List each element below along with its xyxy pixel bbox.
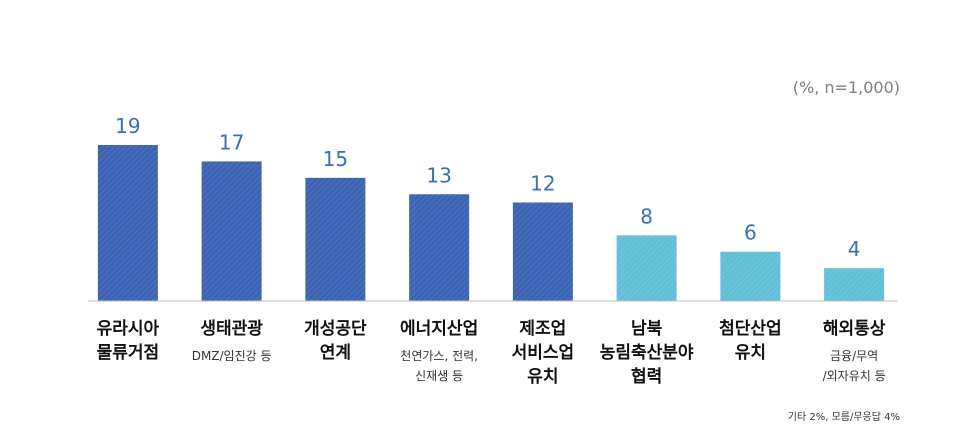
category-label-2-line-1: 생태관광 [200, 319, 263, 339]
category-sublabel-4-line-2: 신재생 등 [415, 369, 463, 383]
footnote: 기타 2%, 모름/무응답 4% [787, 412, 900, 423]
value-label-3: 15 [323, 147, 348, 171]
value-label-5: 12 [530, 171, 555, 195]
bar-texture-2 [201, 161, 262, 301]
value-label-8: 4 [848, 237, 861, 261]
category-label-4-line-1: 에너지산업 [400, 319, 478, 339]
bars-layer [97, 145, 885, 301]
value-label-7: 6 [744, 221, 757, 245]
category-label-7-line-1: 첨단산업 [719, 318, 782, 339]
category-label-8-line-1: 해외통상 [823, 319, 886, 339]
bar-texture-1 [97, 145, 158, 301]
bar-texture-6 [616, 235, 677, 301]
category-label-3-line-2: 연계 [320, 343, 351, 363]
bar-texture-5 [512, 202, 573, 301]
value-label-2: 17 [219, 130, 244, 154]
category-label-3-line-1: 개성공단 [304, 319, 367, 339]
category-label-6-line-1: 남북 [631, 319, 663, 339]
category-label-6-line-2: 농림축산분야 [600, 343, 694, 363]
category-label-1-line-1: 유라시아 [97, 319, 160, 339]
bar-texture-7 [720, 251, 781, 301]
bar-texture-8 [824, 268, 885, 301]
bar-texture-4 [409, 194, 470, 301]
category-label-5-line-1: 제조업 [519, 319, 566, 339]
unit-note: (%, n=1,000) [792, 78, 900, 97]
category-label-7-line-2: 유치 [735, 343, 766, 363]
category-sublabel-4-line-1: 천연가스, 전력, [400, 348, 478, 363]
category-label-5-line-3: 유치 [527, 367, 558, 387]
bar-texture-3 [305, 177, 366, 301]
category-label-1-line-2: 물류거점 [97, 343, 160, 363]
category-sublabel-8-line-2: /외자유치 등 [823, 369, 886, 383]
category-sublabel-8-line-1: 금융/무역 [830, 349, 878, 363]
category-label-6-line-3: 협력 [631, 366, 662, 387]
category-label-5-line-2: 서비스업 [512, 343, 575, 363]
value-label-1: 19 [115, 114, 140, 138]
value-label-4: 13 [426, 163, 451, 187]
value-label-6: 8 [640, 204, 653, 228]
category-sublabel-2-line-1: DMZ/임진강 등 [192, 349, 272, 363]
